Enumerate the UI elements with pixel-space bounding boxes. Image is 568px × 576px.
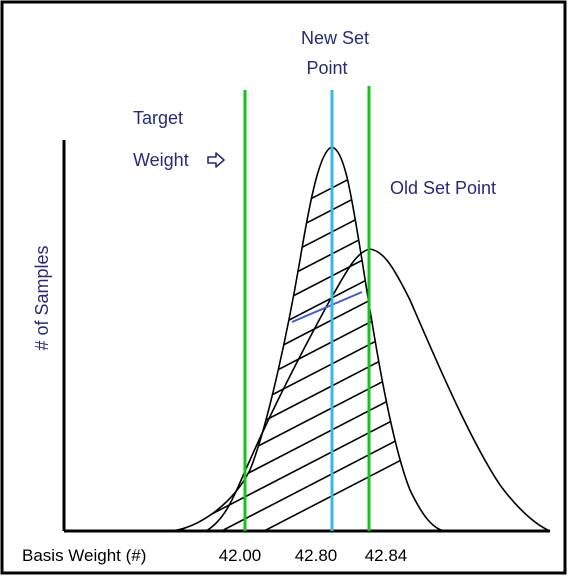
right-arrow-icon: [207, 152, 225, 168]
new-set-point-label-line1: New Set: [301, 28, 369, 48]
tick-label-42-00: 42.00: [219, 546, 262, 565]
old-set-point-label: Old Set Point: [390, 178, 496, 198]
new-set-point-label-line2: Point: [306, 58, 347, 78]
tick-label-42-84: 42.84: [365, 546, 408, 565]
mean-reference-line: [291, 291, 363, 323]
target-weight-label-line1: Target: [133, 108, 183, 128]
tick-label-42-80: 42.80: [295, 546, 338, 565]
y-axis-label: # of Samples: [32, 245, 52, 350]
target-weight-label-line2: Weight: [133, 150, 189, 170]
x-axis-label: Basis Weight (#): [22, 546, 146, 565]
